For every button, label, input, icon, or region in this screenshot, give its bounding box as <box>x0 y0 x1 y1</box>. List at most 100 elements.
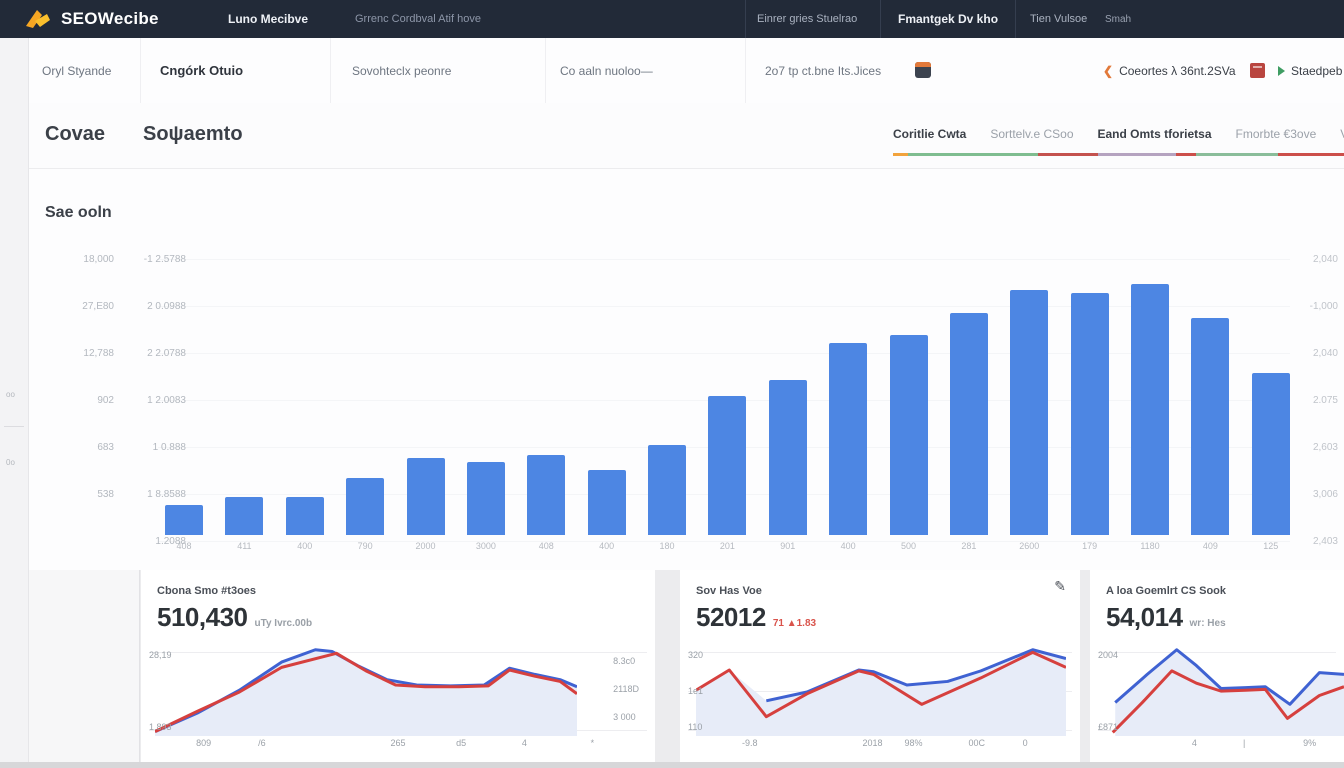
y-axis-tick: 27,E80 <box>82 301 114 312</box>
tab-5[interactable]: V boown <box>1340 127 1344 141</box>
side-label: oo <box>6 390 15 399</box>
stat-card-3: A loa Goemlrt CS Sook 54,014 wr: Hes 200… <box>1090 570 1344 762</box>
mini-axis-tick: 1e1 <box>688 686 704 696</box>
x-axis-tick: 901 <box>780 541 796 551</box>
left-axis-row: 538 1 8.8588 <box>58 471 186 518</box>
bar <box>285 497 324 535</box>
mini-x-tick: * <box>590 738 595 748</box>
card-value-row: 52012 71 ▲1.83 <box>696 602 816 633</box>
y-axis-tick: 2,040 <box>1312 254 1338 265</box>
mini-y-axis-left: 320 1e1 110 <box>688 650 703 732</box>
y-axis-tick: 1 8.8588 <box>147 489 186 500</box>
horizontal-scrollbar[interactable] <box>0 762 1344 768</box>
x-axis-tick: 408 <box>176 541 192 551</box>
filter-date-range[interactable]: 2o7 tp ct.bne Its.Jices <box>765 63 882 78</box>
pager-label: Coeortes λ 36nt.2SVa <box>1119 63 1236 78</box>
x-axis-tick: 790 <box>357 541 373 551</box>
export-control[interactable]: Staedpeb <box>1278 38 1342 103</box>
brand-name: SEOWecibe <box>61 9 159 28</box>
y-axis-tick: 2,403 <box>1312 536 1338 547</box>
y-axis-tick: 538 <box>97 489 114 500</box>
x-axis-tick: 1180 <box>1140 541 1160 551</box>
filter-segment[interactable]: Sovohteclx peonre <box>352 63 452 78</box>
bar <box>949 313 988 535</box>
tab-underline-segment <box>1176 153 1196 156</box>
tab-3[interactable]: Eand Omts tforietsa <box>1097 127 1212 141</box>
filter-domain[interactable]: Cngórk Otuio <box>160 63 244 78</box>
brand-logo-icon <box>26 10 50 28</box>
left-axis-row: 902 1 2.0083 <box>58 377 186 424</box>
bar <box>1131 284 1169 535</box>
edit-pencil-icon[interactable]: ✎ <box>1054 578 1066 594</box>
toolbar-divider <box>745 38 746 103</box>
tab-underline-segment <box>1196 153 1278 156</box>
gridline <box>158 541 1290 542</box>
card-value-suffix: uTy Ivrc.00b <box>254 618 313 629</box>
pager-control[interactable]: ❮ Coeortes λ 36nt.2SVa <box>1103 38 1236 103</box>
card-gap <box>1080 570 1090 762</box>
mini-axis-tick: 2118D <box>613 684 639 694</box>
chevron-left-icon[interactable]: ❮ <box>1103 63 1114 78</box>
nav-item-4[interactable]: Fmantgek Dv kho <box>898 12 999 26</box>
chart-title: Sae ooln <box>45 204 112 221</box>
card-value: 510,430 <box>157 602 248 632</box>
bar-chart <box>165 268 1290 535</box>
heading-row: Covae Soψaemto Coritlie Cwta Sorttelv.e … <box>28 103 1344 169</box>
x-axis-tick: 179 <box>1082 541 1098 551</box>
mini-x-tick: d5 <box>456 738 467 748</box>
bar <box>708 396 747 535</box>
mini-x-axis: -9.8 2018 98% 00C 0 <box>694 738 1066 752</box>
filter-project[interactable]: Oryl Styande <box>42 63 112 78</box>
right-axis-row: 3,006 <box>1294 471 1338 518</box>
toolbar-divider <box>330 38 331 103</box>
mini-x-tick: 4 <box>521 738 527 748</box>
card-value-suffix: 71 ▲1.83 <box>772 618 817 629</box>
x-axis-tick: 400 <box>297 541 313 551</box>
filter-compare[interactable]: Co aaln nuoloo— <box>560 63 653 78</box>
x-axis-tick: 125 <box>1263 541 1279 551</box>
mini-axis-tick: 110 <box>688 722 703 732</box>
x-axis-tick: 201 <box>719 541 735 551</box>
right-axis-row: 2,403 <box>1294 518 1338 565</box>
right-axis-row: -1,000 <box>1294 283 1338 330</box>
tab-4[interactable]: Fmorbte €3ove <box>1235 127 1317 141</box>
mini-x-tick: 9% <box>1303 738 1317 748</box>
x-axis-tick: 2600 <box>1019 541 1040 551</box>
calendar-icon[interactable] <box>915 62 931 78</box>
nav-item-6[interactable]: Smah <box>1105 13 1132 25</box>
page-title-secondary[interactable]: Soψaemto <box>143 123 243 145</box>
left-axis-row: 27,E80 2 0.0988 <box>58 283 186 330</box>
y-axis-tick: -1 2.5788 <box>143 254 186 265</box>
y-axis-tick: 2,040 <box>1312 348 1338 359</box>
tab-1[interactable]: Coritlie Cwta <box>893 127 967 141</box>
nav-separator <box>745 0 746 38</box>
y-axis-tick: 2,603 <box>1312 442 1338 453</box>
y-axis-tick: 18,000 <box>83 254 114 265</box>
brand[interactable]: SEOWecibe <box>24 0 159 38</box>
top-navbar: SEOWecibe Luno Mecibve Grrenc Cordbval A… <box>0 0 1344 38</box>
y-axis-tick: 2 2.0788 <box>147 348 186 359</box>
stat-card-2: Sov Has Voe ✎ 52012 71 ▲1.83 320 1e1 110 -… <box>680 570 1080 762</box>
nav-item-5[interactable]: Tien Vulsoe <box>1030 13 1088 25</box>
red-doc-icon[interactable] <box>1250 63 1265 78</box>
mini-x-tick: 4 <box>1191 738 1197 748</box>
y-axis-tick: -1,000 <box>1309 301 1338 312</box>
page-title-primary[interactable]: Covae <box>45 123 106 145</box>
mini-gridline <box>149 652 647 653</box>
mini-chart: 2004 £871 <box>1090 648 1344 736</box>
nav-item-1[interactable]: Luno Mecibve <box>228 12 309 26</box>
tab-underline-segment <box>1038 153 1098 156</box>
nav-separator <box>880 0 881 38</box>
nav-item-3[interactable]: Einrer gries Stuelrao <box>757 13 858 25</box>
mini-x-axis: 809/6 265 d5 4 * <box>155 738 641 752</box>
card-value: 54,014 <box>1106 602 1183 632</box>
nav-item-2[interactable]: Grrenc Cordbval Atif hove <box>355 13 481 25</box>
tab-2[interactable]: Sorttelv.e CSoo <box>990 127 1074 141</box>
x-axis-tick: 500 <box>900 541 917 551</box>
y-axis-tick: 1 0.888 <box>152 442 186 453</box>
mini-chart: 28,19 1.893 8.3c0 2118D 3 000 <box>141 648 655 736</box>
right-axis-row: 2,040 <box>1294 330 1338 377</box>
bar <box>1070 293 1109 535</box>
mini-chart: 320 1e1 110 <box>680 648 1080 736</box>
bar <box>1191 318 1230 535</box>
